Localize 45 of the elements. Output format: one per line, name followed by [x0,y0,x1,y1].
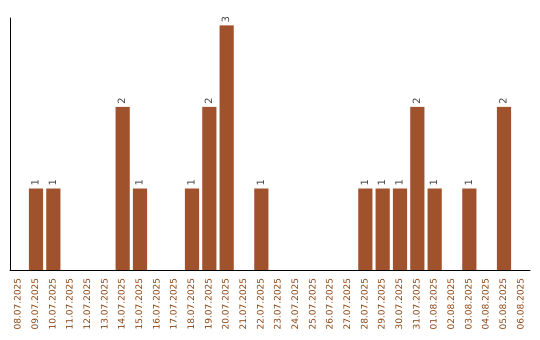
x-tick-label: 31.07.2025 [412,278,422,330]
x-tick-label: 19.07.2025 [204,278,214,330]
x-tick-label: 23.07.2025 [274,278,284,330]
x-tick-label: 06.08.2025 [516,278,526,330]
x-tick-label: 17.07.2025 [170,278,180,330]
x-tick-label: 30.07.2025 [395,278,405,330]
data-label: 1 [377,179,388,186]
x-tick-label: 11.07.2025 [66,278,76,330]
x-tick-label: 16.07.2025 [152,278,162,330]
x-tick-label: 18.07.2025 [187,278,197,330]
data-label: 2 [117,98,128,104]
x-tick-label: 28.07.2025 [360,278,370,330]
x-tick-label: 08.07.2025 [14,278,24,330]
x-tick-label: 14.07.2025 [118,278,128,330]
x-tick-label: 10.07.2025 [48,278,58,330]
x-tick-label: 04.08.2025 [482,278,492,330]
x-tick-label: 29.07.2025 [378,278,388,330]
data-label: 2 [498,98,510,104]
x-tick-label: 21.07.2025 [239,278,249,330]
x-tick-label: 01.08.2025 [430,278,440,330]
data-label: 1 [134,179,146,186]
data-label: 1 [464,179,475,186]
data-label: 2 [204,98,215,104]
x-tick-label: 20.07.2025 [222,278,232,330]
data-label: 1 [256,179,267,186]
x-tick-label: 24.07.2025 [291,278,301,330]
x-tick-label: 25.07.2025 [308,278,318,330]
data-label: 1 [429,179,440,186]
data-label: 2 [412,98,423,104]
x-tick-label: 03.08.2025 [464,278,474,330]
data-label: 1 [360,179,371,186]
x-tick-label: 22.07.2025 [256,278,266,330]
x-tick-label: 15.07.2025 [135,278,145,330]
x-tick-label: 12.07.2025 [83,278,93,330]
x-tick-label: 13.07.2025 [100,278,110,330]
x-tick-label: 05.08.2025 [499,278,509,330]
x-tick-label: 27.07.2025 [343,278,353,330]
data-label: 1 [30,179,42,186]
x-tick-label: 09.07.2025 [31,278,41,330]
data-label: 1 [186,179,198,186]
x-tick-label: 02.08.2025 [447,278,457,330]
x-tick-label: 26.07.2025 [326,278,336,330]
data-label: 3 [221,16,232,22]
data-label: 1 [48,179,59,186]
data-label: 1 [394,179,406,186]
